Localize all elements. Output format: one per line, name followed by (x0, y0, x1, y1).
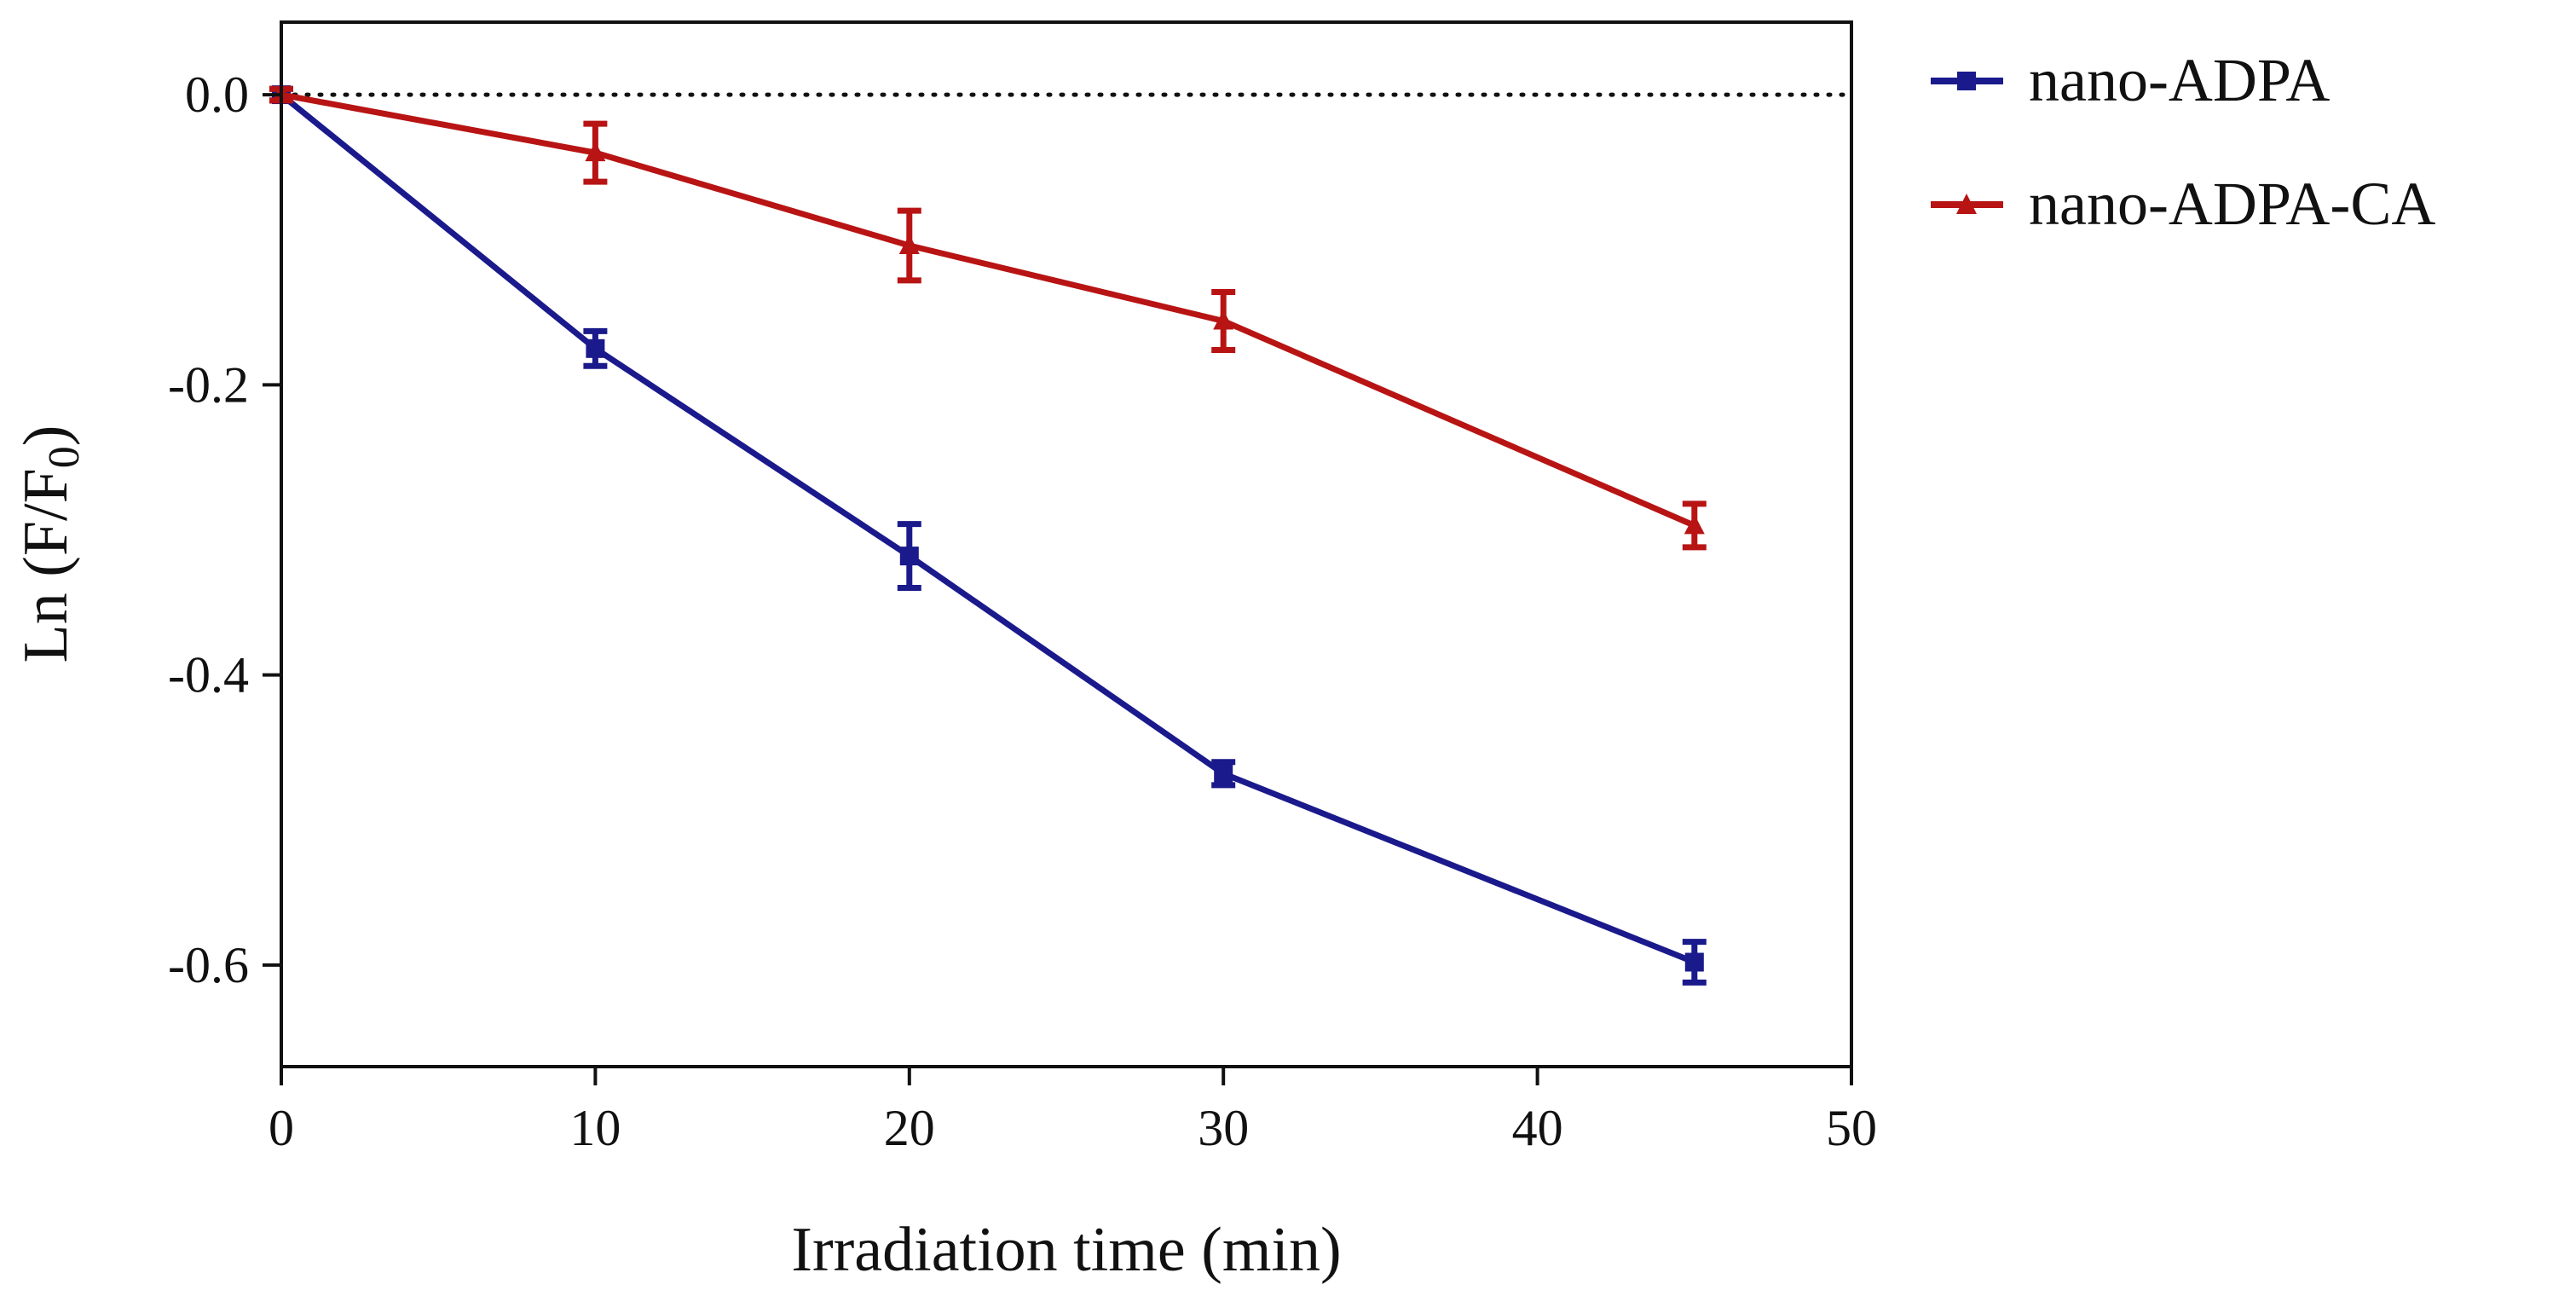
legend-square-marker-icon (1957, 72, 1976, 90)
x-tick-label: 30 (1198, 1100, 1249, 1156)
legend-triangle-marker-icon (1956, 194, 1977, 214)
svg-text:Ln (F/F0): Ln (F/F0) (11, 425, 89, 663)
x-axis-title: Irradiation time (min) (791, 1215, 1341, 1285)
data-point (898, 234, 920, 255)
legend: nano-ADPA nano-ADPA-CA (1931, 46, 2435, 238)
legend-item-nano-adpa: nano-ADPA (1931, 46, 2330, 114)
y-axis-title-close: ) (11, 425, 81, 447)
data-point (586, 338, 605, 358)
legend-label: nano-ADPA-CA (2029, 170, 2435, 238)
y-axis-title-main: Ln (F/F (11, 468, 81, 662)
y-tick-label: -0.2 (168, 356, 249, 413)
data-point (585, 142, 606, 162)
x-tick-label: 20 (884, 1100, 935, 1156)
x-tick-label: 0 (269, 1100, 294, 1156)
axis-layer: 0 10 20 30 40 50 0.0 -0.2 -0.4 -0.6 (168, 67, 1877, 1156)
y-axis-title-subscript: 0 (40, 446, 89, 468)
x-tick-label: 10 (569, 1100, 621, 1156)
legend-label: nano-ADPA (2029, 46, 2330, 114)
data-point (1213, 309, 1234, 330)
series-layer (269, 84, 1854, 986)
x-tick-label: 40 (1512, 1100, 1563, 1156)
y-tick-label: -0.6 (168, 937, 249, 993)
data-point (1684, 514, 1705, 535)
y-tick-label: -0.4 (168, 647, 249, 703)
data-point (899, 547, 919, 566)
legend-item-nano-adpa-ca: nano-ADPA-CA (1931, 170, 2435, 238)
y-tick-label: 0.0 (185, 67, 249, 123)
x-tick-label: 50 (1826, 1100, 1877, 1156)
plot-frame (280, 20, 1853, 1068)
data-point (1684, 952, 1704, 972)
data-point (1214, 764, 1233, 784)
y-axis-title: Ln (F/F0) (11, 425, 89, 663)
